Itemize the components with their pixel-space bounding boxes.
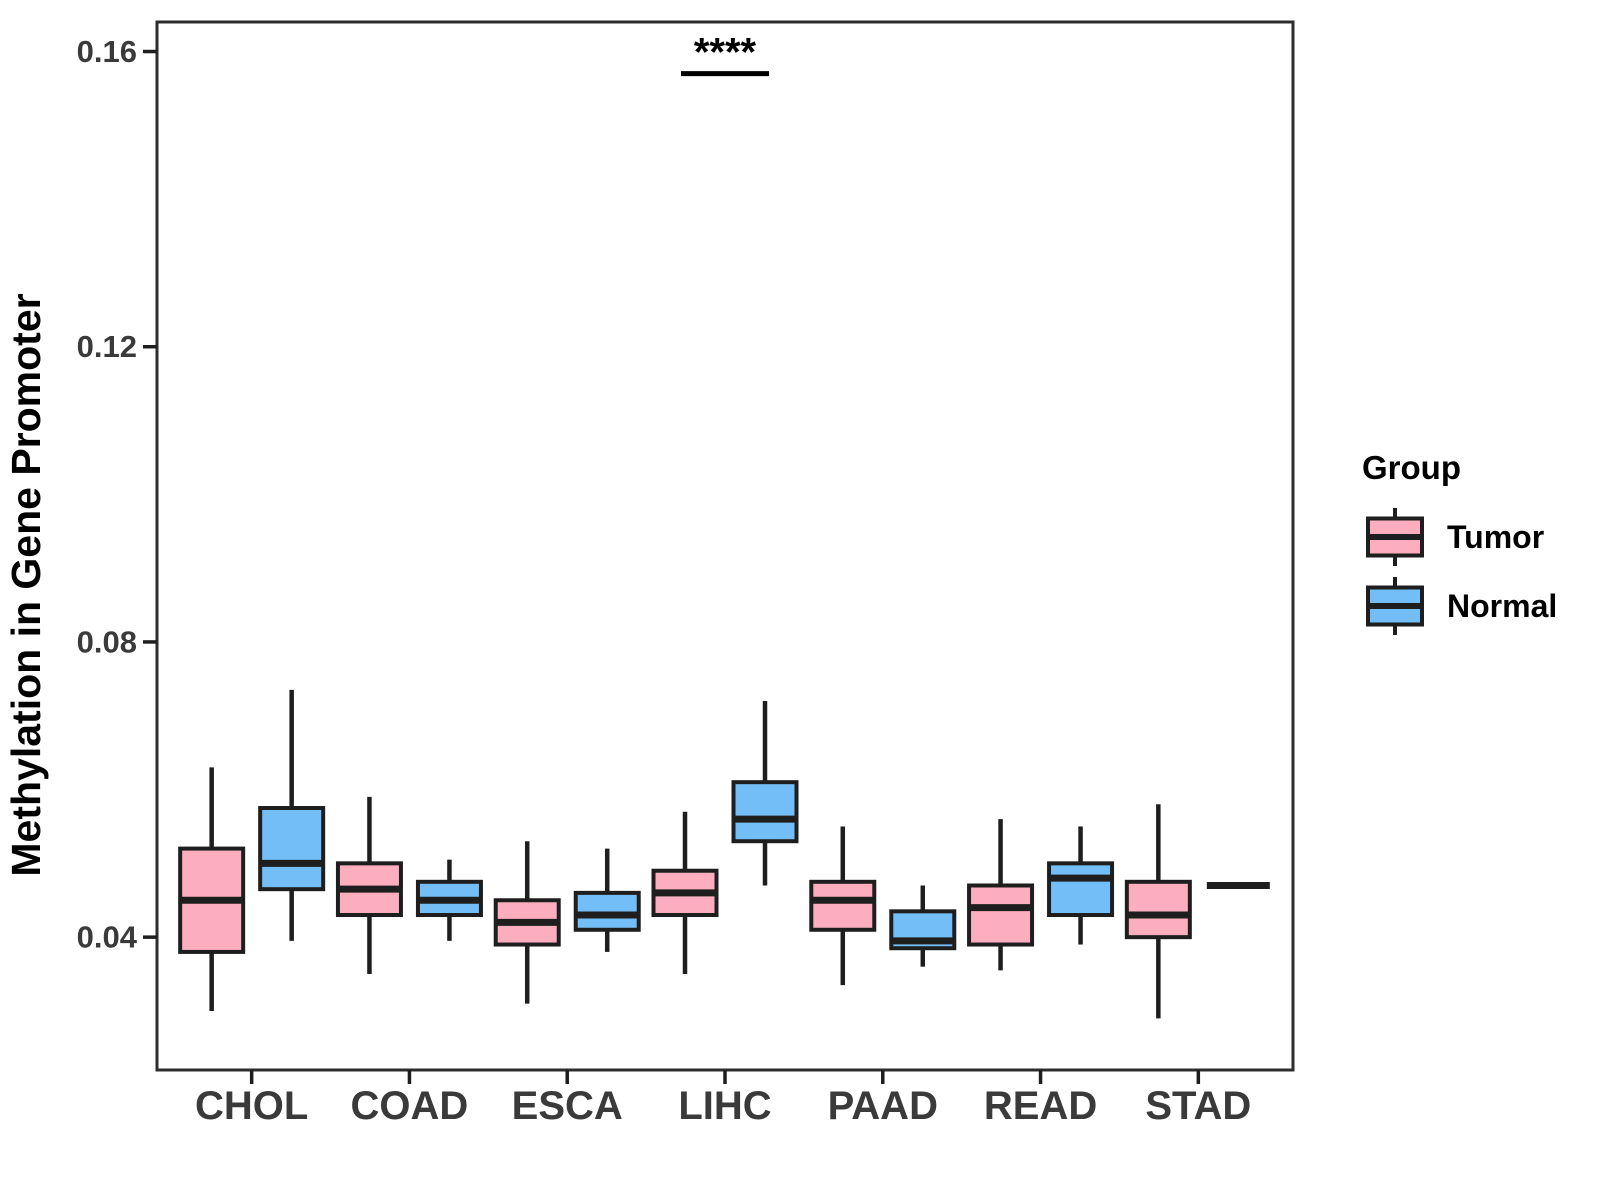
y-tick-label: 0.12 <box>77 329 137 364</box>
legend-label-normal: Normal <box>1447 588 1557 624</box>
iqr-box <box>573 890 641 932</box>
y-tick-label: 0.04 <box>77 920 138 955</box>
x-tick-label-stad: STAD <box>1145 1084 1251 1128</box>
box-lihc-tumor <box>651 811 719 975</box>
y-tick-label: 0.16 <box>77 34 137 69</box>
box-stad-tumor <box>1124 804 1192 1019</box>
panel-border <box>155 20 1295 1072</box>
box-paad-normal <box>889 885 957 967</box>
box-read-tumor <box>967 819 1035 971</box>
iqr-box <box>731 780 799 844</box>
legend-key-normal: Normal <box>1366 577 1557 635</box>
x-tick-label-paad: PAAD <box>828 1084 938 1128</box>
x-tick-label-coad: COAD <box>351 1084 469 1128</box>
boxplots <box>178 689 1270 1019</box>
box-esca-normal <box>573 848 641 952</box>
legend-label-tumor: Tumor <box>1447 519 1544 555</box>
legend-key-tumor: Tumor <box>1366 508 1544 566</box>
significance-annotation: **** <box>681 31 769 77</box>
iqr-box <box>809 879 877 932</box>
y-tick-label: 0.08 <box>77 624 137 659</box>
x-tick-label-chol: CHOL <box>195 1084 308 1128</box>
box-coad-normal <box>415 859 483 941</box>
box-chol-tumor <box>178 767 246 1011</box>
iqr-box <box>258 806 326 892</box>
box-read-normal <box>1047 826 1115 945</box>
x-tick-label-esca: ESCA <box>512 1084 623 1128</box>
box-chol-normal <box>258 689 326 941</box>
legend-title: Group <box>1362 449 1461 486</box>
axes: 0.04 0.08 0.12 0.16 CHOL COAD ESCA LIHC PAAD READ… <box>77 34 1252 1128</box>
significance-stars: **** <box>694 31 757 75</box>
legend: Group Tumor Normal <box>1362 449 1557 635</box>
x-tick-label-lihc: LIHC <box>678 1084 771 1128</box>
box-lihc-normal <box>731 700 799 886</box>
plot-panel <box>155 20 1295 1072</box>
box-esca-tumor <box>493 841 561 1004</box>
box-paad-tumor <box>809 826 877 986</box>
iqr-box <box>1047 861 1115 918</box>
box-coad-tumor <box>335 796 403 975</box>
x-tick-label-read: READ <box>984 1084 1097 1128</box>
iqr-box <box>1124 879 1192 940</box>
y-axis-title: Methylation in Gene Promoter <box>3 293 49 876</box>
iqr-box <box>967 883 1035 947</box>
